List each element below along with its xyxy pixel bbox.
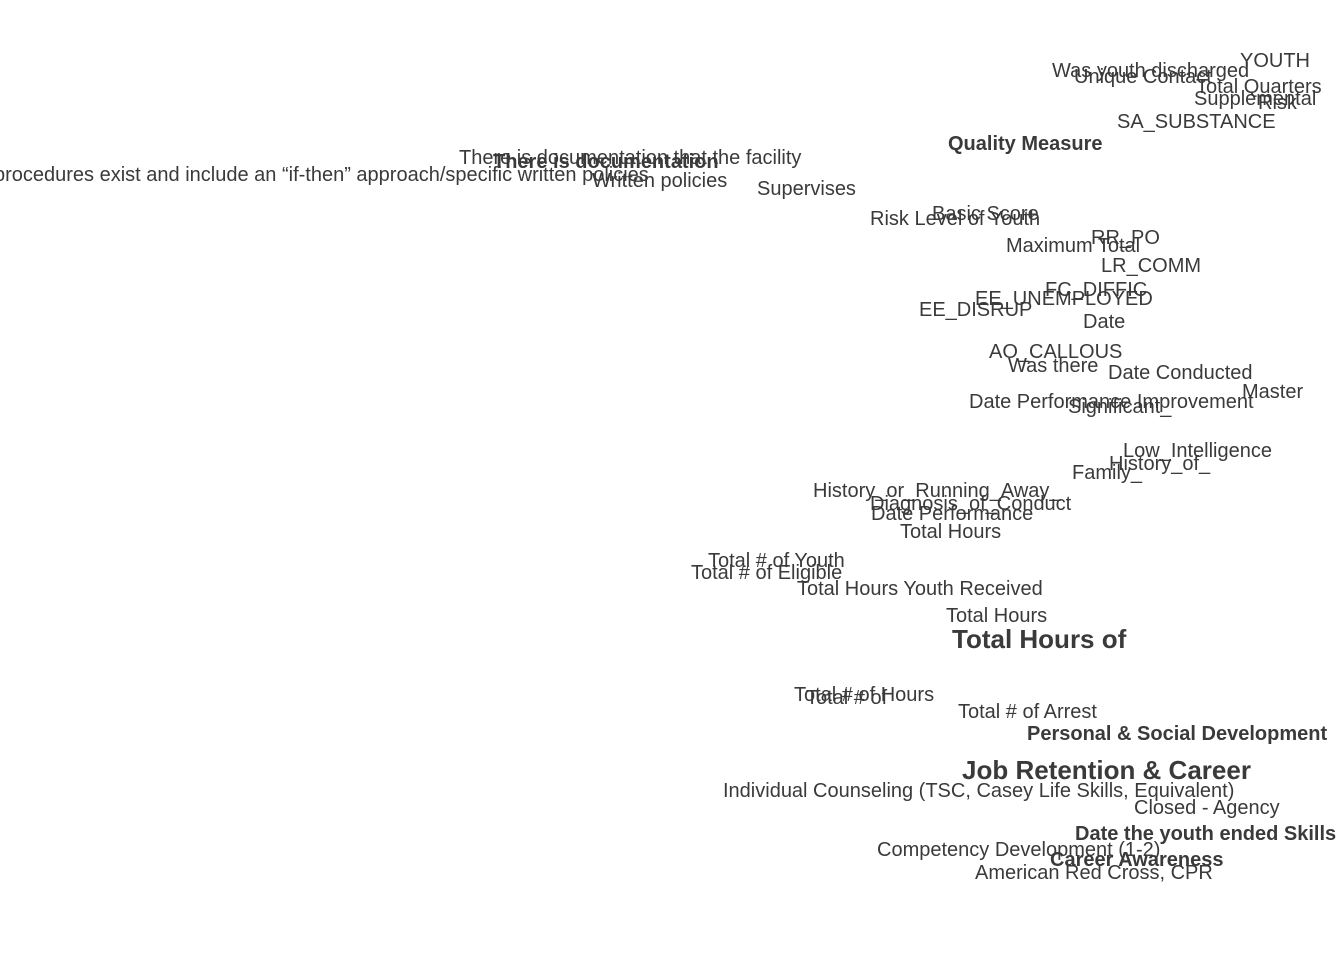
text-label: Date Conducted (1108, 362, 1253, 384)
text-label: Total Hours (946, 605, 1048, 627)
text-label: EE_UNEMPLOYED (975, 288, 1153, 310)
text-label: History_of_ (1109, 453, 1211, 475)
text-label: SA_SUBSTANCE (1117, 111, 1276, 133)
text-label: Competency Development (1-2) (877, 839, 1161, 861)
text-label: Maximum Total (1006, 235, 1141, 257)
text-label: Was there (1008, 355, 1099, 377)
text-label: American Red Cross, CPR (975, 862, 1213, 884)
text-label: Total # of (806, 687, 888, 709)
text-label: Total # of Eligible (691, 562, 843, 584)
text-label: Total # of Arrest (958, 701, 1097, 723)
text-label: Basic Score (932, 203, 1039, 225)
text-label: Date the youth ended Skills (1075, 823, 1337, 845)
text-label: Career Awareness (1050, 849, 1224, 871)
text-label: Risk Level of Youth (870, 208, 1041, 230)
text-label: Date Performance Improvement (969, 391, 1254, 413)
text-label: Unique Contact (1074, 66, 1212, 88)
text-label: procedures exist and include an “if-then… (0, 164, 649, 186)
text-label: Was youth discharged (1052, 60, 1250, 82)
text-label: FC_DIFFIC (1045, 279, 1148, 301)
text-label: EE_DISRUP (919, 299, 1033, 321)
text-label: There is documentation (493, 151, 719, 173)
text-label: Date (1083, 311, 1126, 333)
text-label: Total # of Youth (708, 550, 845, 572)
text-label: AO_CALLOUS (989, 341, 1123, 363)
text-label: LR_COMM (1101, 255, 1202, 277)
text-label: Written policies (592, 170, 728, 192)
text-label: Total Hours (900, 521, 1002, 543)
text-label: Closed - Agency (1134, 797, 1280, 819)
text-label: Risk (1258, 92, 1297, 114)
text-label: Low_Intelligence (1123, 440, 1272, 462)
text-label: Family_ (1072, 462, 1143, 484)
text-label: There is documentation that the facility (459, 147, 802, 169)
text-label: Quality Measure (948, 133, 1103, 155)
text-label: Total Hours of (952, 624, 1127, 654)
text-label: Personal & Social Development (1027, 723, 1328, 745)
text-label: Supervises (757, 178, 856, 200)
text-label: Date Performance (871, 503, 1034, 525)
text-label: Total Quarters (1196, 76, 1322, 98)
text-label: History_or_Running_Away_ (813, 480, 1061, 502)
text-label: Total Hours Youth Received (797, 578, 1043, 600)
text-label: Diagnosis_of_Conduct (870, 493, 1072, 515)
text-label: RR_PO (1091, 227, 1160, 249)
text-label: Job Retention & Career (962, 755, 1251, 785)
text-label: Total # of Hours (794, 684, 935, 706)
text-label: Significant_ (1068, 396, 1172, 418)
text-label: YOUTH (1240, 50, 1310, 72)
text-label: Master (1242, 381, 1304, 403)
text-label: Supplemental (1194, 88, 1317, 110)
text-label: Individual Counseling (TSC, Casey Life S… (723, 780, 1235, 802)
